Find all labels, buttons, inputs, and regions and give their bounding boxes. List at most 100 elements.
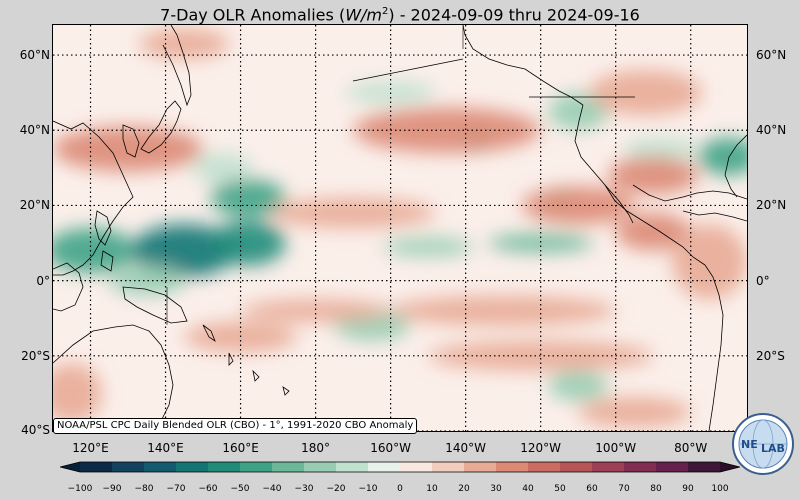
lat-label-left-4: 20°S <box>21 348 50 363</box>
logo-text-lab: LAB <box>761 442 785 455</box>
colorbar-segment-13 <box>496 462 529 472</box>
colorbar-label-6: −40 <box>262 484 282 494</box>
coastline-baja <box>604 184 634 224</box>
lat-label-right-3: 0° <box>756 273 770 288</box>
colorbar-segment-3 <box>176 462 209 472</box>
colorbar-outline <box>60 461 740 473</box>
logo-text-ne: NE <box>741 438 758 451</box>
lat-label-right-0: 60°N <box>756 48 787 63</box>
anomaly-blob-2 <box>210 220 286 266</box>
anomaly-blob-28 <box>578 397 691 428</box>
lat-label-left-2: 20°N <box>19 198 50 213</box>
anomaly-blob-27 <box>428 340 654 371</box>
lon-label-8: 80°W <box>674 441 708 455</box>
colorbar-label-5: −50 <box>230 484 250 494</box>
anomaly-blob-21 <box>608 156 699 195</box>
anomaly-blob-10 <box>698 137 747 176</box>
colorbar-segment-6 <box>272 462 305 472</box>
colorbar-label-11: 10 <box>426 484 438 494</box>
anomaly-blob-17 <box>53 126 204 172</box>
colorbar-segment-12 <box>464 462 497 472</box>
colorbar-max-arrow <box>720 462 740 472</box>
title-prefix: 7-Day OLR Anomalies ( <box>160 5 346 25</box>
source-caption: NOAA/PSL CPC Daily Blended OLR (CBO) - 1… <box>53 418 418 434</box>
colorbar-label-7: −30 <box>294 484 314 494</box>
colorbar-label-4: −60 <box>198 484 218 494</box>
coastline-south-america <box>704 264 724 431</box>
map-panel <box>52 24 748 432</box>
anomaly-blob-24 <box>240 299 391 322</box>
colorbar-label-10: 0 <box>397 484 403 494</box>
colorbar-label-15: 50 <box>554 484 566 494</box>
coastline-aleutians <box>352 58 464 82</box>
anomaly-blob-5 <box>191 152 252 183</box>
coastline-japan <box>140 100 182 154</box>
colorbar-segment-9 <box>368 462 401 472</box>
coastline-philippines <box>94 210 114 272</box>
lat-label-right-4: 20°S <box>756 348 785 363</box>
lat-label-left-1: 40°N <box>19 123 50 138</box>
anomaly-blob-22 <box>589 70 702 116</box>
colorbar-segment-0 <box>80 462 113 472</box>
lat-label-right-2: 20°N <box>756 198 787 213</box>
title-unit-exponent: 2 <box>381 6 389 17</box>
page-title: 7-Day OLR Anomalies (W/m2) - 2024-09-09 … <box>0 0 800 24</box>
colorbar-label-0: −100 <box>67 484 93 494</box>
colorbar-segment-4 <box>208 462 241 472</box>
anomaly-blob-20 <box>615 212 691 251</box>
colorbar-segment-16 <box>592 462 625 472</box>
colorbar-segment-1 <box>112 462 145 472</box>
coastline-east-us <box>724 134 747 176</box>
title-unit-base: W/m <box>345 5 382 25</box>
coastline-florida <box>724 174 738 198</box>
nexlab-logo: NE LAB <box>732 413 794 475</box>
lon-label-5: 140°W <box>445 441 487 455</box>
anomaly-blob-19 <box>521 186 635 225</box>
coastline-gulf-mexico <box>632 184 747 202</box>
colorbar-label-14: 40 <box>522 484 534 494</box>
coastline-kamchatka <box>162 25 192 107</box>
lon-label-4: 160°W <box>370 441 411 455</box>
anomaly-blob-1 <box>131 224 237 277</box>
anomaly-blob-0 <box>53 228 136 274</box>
colorbar-label-20: 100 <box>711 484 729 494</box>
colorbar-segment-14 <box>528 462 561 472</box>
colorbar-label-9: −10 <box>358 484 378 494</box>
colorbar <box>60 461 740 473</box>
coastline-new-guinea <box>122 286 188 324</box>
lon-label-0: 120°E <box>72 441 109 455</box>
colorbar-segment-7 <box>304 462 337 472</box>
colorbar-label-2: −80 <box>134 484 154 494</box>
colorbar-segment-11 <box>432 462 465 472</box>
colorbar-segment-15 <box>560 462 593 472</box>
coastline-australia <box>53 324 174 431</box>
coastline-alaska <box>462 25 584 106</box>
colorbar-segment-2 <box>144 462 177 472</box>
anomaly-blob-23 <box>671 224 747 300</box>
colorbar-segment-5 <box>240 462 273 472</box>
coastline-asia <box>53 120 134 276</box>
coastline-korea <box>122 124 140 158</box>
lat-label-left-0: 60°N <box>19 48 50 63</box>
colorbar-label-8: −20 <box>326 484 346 494</box>
anomaly-blob-14 <box>548 370 609 401</box>
lat-label-right-1: 40°N <box>756 123 787 138</box>
anomaly-blob-9 <box>548 92 609 131</box>
anomaly-blob-7 <box>488 233 594 253</box>
coastline-borneo <box>53 262 84 312</box>
anomaly-blob-25 <box>390 295 616 326</box>
anomaly-blob-11 <box>623 137 699 161</box>
lon-label-6: 120°W <box>520 441 562 455</box>
colorbar-label-1: −90 <box>102 484 122 494</box>
title-suffix: ) - 2024-09-09 thru 2024-09-16 <box>388 5 640 25</box>
anomaly-map <box>53 25 747 431</box>
colorbar-segment-18 <box>656 462 689 472</box>
lon-label-1: 140°E <box>147 441 184 455</box>
coastline-pacific-islands <box>202 324 290 396</box>
colorbar-label-16: 60 <box>586 484 598 494</box>
colorbar-label-18: 80 <box>650 484 662 494</box>
colorbar-segment-8 <box>336 462 369 472</box>
colorbar-label-13: 30 <box>490 484 502 494</box>
colorbar-segment-17 <box>624 462 657 472</box>
anomaly-blob-18 <box>270 197 436 228</box>
